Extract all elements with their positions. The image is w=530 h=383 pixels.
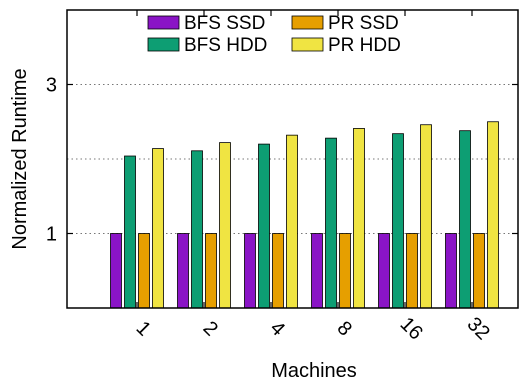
bar [445, 233, 457, 309]
bar [311, 233, 323, 309]
bar [244, 233, 256, 309]
bar [138, 233, 150, 309]
bar [325, 137, 337, 309]
bar [487, 121, 499, 309]
bar [205, 233, 217, 309]
bar [110, 233, 122, 309]
bar [191, 150, 203, 309]
legend-label: PR HDD [328, 35, 401, 56]
x-tick-label: 32 [463, 313, 494, 344]
bar [339, 233, 351, 309]
bar [459, 130, 471, 309]
bar [392, 133, 404, 309]
bars [110, 121, 499, 309]
bar [258, 143, 270, 309]
bar [353, 128, 365, 309]
x-tick-label: 8 [333, 317, 356, 340]
legend-swatch [291, 15, 324, 30]
bar [378, 233, 390, 309]
bar [473, 233, 485, 309]
legend-swatch [147, 37, 180, 52]
legend-label: PR SSD [328, 13, 399, 34]
bar [272, 233, 284, 309]
bar [420, 124, 432, 309]
bar [219, 142, 231, 309]
legend-label: BFS HDD [184, 35, 267, 56]
legend-swatch [147, 15, 180, 30]
x-tick-label: 16 [396, 313, 427, 344]
bar [286, 134, 298, 309]
y-tick-label: 3 [46, 75, 57, 97]
bar [406, 233, 418, 309]
y-axis-label: Normalized Runtime [9, 68, 31, 249]
legend: BFS SSD PR SSD BFS HDD PR HDD [147, 13, 401, 56]
y-tick-label: 1 [46, 224, 57, 246]
bar [152, 148, 164, 309]
plot-frame [66, 9, 519, 309]
legend-label: BFS SSD [184, 13, 265, 34]
y-ticks: 13 [46, 75, 518, 246]
x-tick-label: 4 [266, 317, 289, 340]
bar [124, 155, 136, 309]
bar [177, 233, 189, 309]
x-axis-label: Machines [271, 360, 357, 382]
legend-swatch [291, 37, 324, 52]
x-tick-label: 1 [132, 317, 155, 340]
x-tick-label: 2 [199, 317, 222, 340]
